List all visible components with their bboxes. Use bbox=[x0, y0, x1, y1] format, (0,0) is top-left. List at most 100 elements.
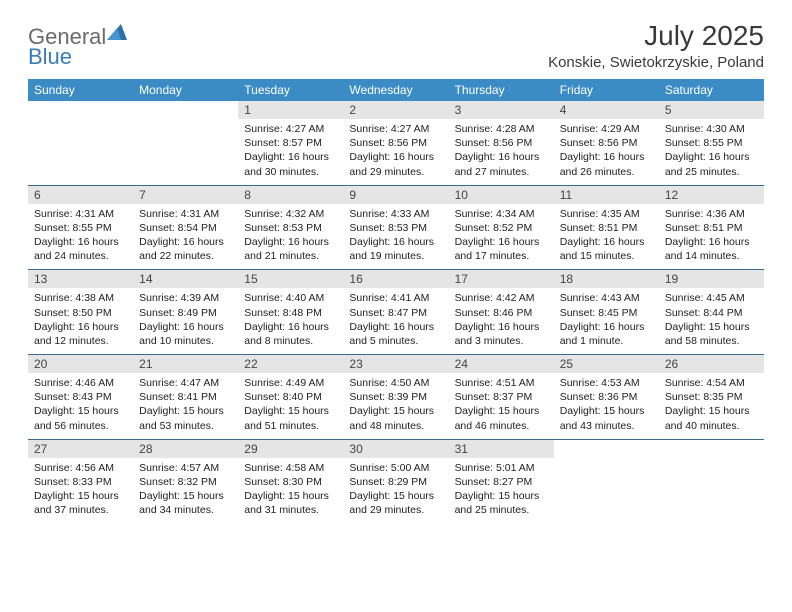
day-cell: 25Sunrise: 4:53 AMSunset: 8:36 PMDayligh… bbox=[554, 355, 659, 440]
day-detail-line: Daylight: 15 hours bbox=[34, 489, 127, 503]
day-detail-line: Sunset: 8:51 PM bbox=[560, 221, 653, 235]
day-cell: 29Sunrise: 4:58 AMSunset: 8:30 PMDayligh… bbox=[238, 439, 343, 523]
day-detail-line: Daylight: 15 hours bbox=[455, 489, 548, 503]
day-detail-line: Daylight: 16 hours bbox=[244, 150, 337, 164]
day-details: Sunrise: 4:32 AMSunset: 8:53 PMDaylight:… bbox=[238, 204, 343, 270]
day-detail-line: and 30 minutes. bbox=[244, 165, 337, 179]
day-number: 5 bbox=[659, 101, 764, 119]
day-detail-line: Daylight: 15 hours bbox=[139, 404, 232, 418]
calendar-page: General July 2025 Konskie, Swietokrzyski… bbox=[0, 0, 792, 543]
week-row: 1Sunrise: 4:27 AMSunset: 8:57 PMDaylight… bbox=[28, 101, 764, 185]
day-detail-line: Sunset: 8:32 PM bbox=[139, 475, 232, 489]
day-detail-line: Sunset: 8:36 PM bbox=[560, 390, 653, 404]
day-detail-line: Sunrise: 4:36 AM bbox=[665, 207, 758, 221]
day-detail-line: and 25 minutes. bbox=[455, 503, 548, 517]
day-cell: 30Sunrise: 5:00 AMSunset: 8:29 PMDayligh… bbox=[343, 439, 448, 523]
day-cell: 11Sunrise: 4:35 AMSunset: 8:51 PMDayligh… bbox=[554, 185, 659, 270]
day-number: 21 bbox=[133, 355, 238, 373]
day-cell bbox=[554, 439, 659, 523]
day-number: 12 bbox=[659, 186, 764, 204]
day-cell: 26Sunrise: 4:54 AMSunset: 8:35 PMDayligh… bbox=[659, 355, 764, 440]
day-cell: 7Sunrise: 4:31 AMSunset: 8:54 PMDaylight… bbox=[133, 185, 238, 270]
day-number: 13 bbox=[28, 270, 133, 288]
day-cell: 20Sunrise: 4:46 AMSunset: 8:43 PMDayligh… bbox=[28, 355, 133, 440]
day-number: 26 bbox=[659, 355, 764, 373]
day-detail-line: Sunrise: 4:39 AM bbox=[139, 291, 232, 305]
day-detail-line: Sunset: 8:48 PM bbox=[244, 306, 337, 320]
day-header-mon: Monday bbox=[133, 79, 238, 101]
day-detail-line: Sunrise: 4:54 AM bbox=[665, 376, 758, 390]
day-detail-line: Daylight: 15 hours bbox=[244, 489, 337, 503]
day-details: Sunrise: 4:41 AMSunset: 8:47 PMDaylight:… bbox=[343, 288, 448, 354]
week-row: 6Sunrise: 4:31 AMSunset: 8:55 PMDaylight… bbox=[28, 185, 764, 270]
day-detail-line: Sunset: 8:46 PM bbox=[455, 306, 548, 320]
day-detail-line: and 19 minutes. bbox=[349, 249, 442, 263]
day-details: Sunrise: 4:29 AMSunset: 8:56 PMDaylight:… bbox=[554, 119, 659, 185]
day-detail-line: Sunrise: 4:38 AM bbox=[34, 291, 127, 305]
day-number: 19 bbox=[659, 270, 764, 288]
day-detail-line: Sunset: 8:57 PM bbox=[244, 136, 337, 150]
day-header-thu: Thursday bbox=[449, 79, 554, 101]
day-detail-line: Daylight: 16 hours bbox=[244, 235, 337, 249]
day-detail-line: Daylight: 16 hours bbox=[349, 235, 442, 249]
day-header-row: Sunday Monday Tuesday Wednesday Thursday… bbox=[28, 79, 764, 101]
day-cell bbox=[659, 439, 764, 523]
day-detail-line: and 25 minutes. bbox=[665, 165, 758, 179]
day-number: 31 bbox=[449, 440, 554, 458]
day-detail-line: Sunset: 8:56 PM bbox=[349, 136, 442, 150]
day-detail-line: Sunrise: 4:41 AM bbox=[349, 291, 442, 305]
day-number: 10 bbox=[449, 186, 554, 204]
day-detail-line: Sunrise: 4:30 AM bbox=[665, 122, 758, 136]
day-detail-line: and 46 minutes. bbox=[455, 419, 548, 433]
day-detail-line: Daylight: 16 hours bbox=[34, 235, 127, 249]
day-detail-line: Sunset: 8:56 PM bbox=[455, 136, 548, 150]
day-cell: 19Sunrise: 4:45 AMSunset: 8:44 PMDayligh… bbox=[659, 270, 764, 355]
day-details: Sunrise: 4:39 AMSunset: 8:49 PMDaylight:… bbox=[133, 288, 238, 354]
day-detail-line: Sunset: 8:27 PM bbox=[455, 475, 548, 489]
day-detail-line: and 10 minutes. bbox=[139, 334, 232, 348]
day-detail-line: Sunset: 8:39 PM bbox=[349, 390, 442, 404]
day-cell: 6Sunrise: 4:31 AMSunset: 8:55 PMDaylight… bbox=[28, 185, 133, 270]
day-number: 1 bbox=[238, 101, 343, 119]
day-detail-line: Daylight: 16 hours bbox=[139, 235, 232, 249]
day-detail-line: Sunset: 8:52 PM bbox=[455, 221, 548, 235]
day-detail-line: and 31 minutes. bbox=[244, 503, 337, 517]
day-cell: 8Sunrise: 4:32 AMSunset: 8:53 PMDaylight… bbox=[238, 185, 343, 270]
day-detail-line: and 53 minutes. bbox=[139, 419, 232, 433]
day-detail-line: and 56 minutes. bbox=[34, 419, 127, 433]
day-detail-line: Sunrise: 4:31 AM bbox=[139, 207, 232, 221]
day-detail-line: Daylight: 16 hours bbox=[455, 150, 548, 164]
day-detail-line: Sunset: 8:35 PM bbox=[665, 390, 758, 404]
day-number: 25 bbox=[554, 355, 659, 373]
day-details bbox=[554, 458, 659, 516]
day-details: Sunrise: 4:28 AMSunset: 8:56 PMDaylight:… bbox=[449, 119, 554, 185]
day-detail-line: Daylight: 16 hours bbox=[349, 320, 442, 334]
day-detail-line: Sunset: 8:40 PM bbox=[244, 390, 337, 404]
day-number: 23 bbox=[343, 355, 448, 373]
day-detail-line: Sunset: 8:55 PM bbox=[665, 136, 758, 150]
day-number bbox=[554, 440, 659, 458]
day-detail-line: and 12 minutes. bbox=[34, 334, 127, 348]
day-details: Sunrise: 4:47 AMSunset: 8:41 PMDaylight:… bbox=[133, 373, 238, 439]
day-detail-line: and 17 minutes. bbox=[455, 249, 548, 263]
day-cell bbox=[133, 101, 238, 185]
day-details: Sunrise: 4:56 AMSunset: 8:33 PMDaylight:… bbox=[28, 458, 133, 524]
day-details: Sunrise: 4:38 AMSunset: 8:50 PMDaylight:… bbox=[28, 288, 133, 354]
day-details bbox=[28, 119, 133, 177]
day-cell: 10Sunrise: 4:34 AMSunset: 8:52 PMDayligh… bbox=[449, 185, 554, 270]
day-details: Sunrise: 5:01 AMSunset: 8:27 PMDaylight:… bbox=[449, 458, 554, 524]
day-detail-line: Sunrise: 4:49 AM bbox=[244, 376, 337, 390]
day-number: 29 bbox=[238, 440, 343, 458]
day-cell: 27Sunrise: 4:56 AMSunset: 8:33 PMDayligh… bbox=[28, 439, 133, 523]
day-detail-line: Sunset: 8:44 PM bbox=[665, 306, 758, 320]
day-number: 2 bbox=[343, 101, 448, 119]
week-row: 27Sunrise: 4:56 AMSunset: 8:33 PMDayligh… bbox=[28, 439, 764, 523]
logo-triangle-icon bbox=[107, 24, 127, 45]
day-cell: 1Sunrise: 4:27 AMSunset: 8:57 PMDaylight… bbox=[238, 101, 343, 185]
day-number: 11 bbox=[554, 186, 659, 204]
day-number: 24 bbox=[449, 355, 554, 373]
day-detail-line: and 27 minutes. bbox=[455, 165, 548, 179]
day-detail-line: Daylight: 16 hours bbox=[665, 150, 758, 164]
day-detail-line: and 34 minutes. bbox=[139, 503, 232, 517]
day-number bbox=[28, 101, 133, 119]
